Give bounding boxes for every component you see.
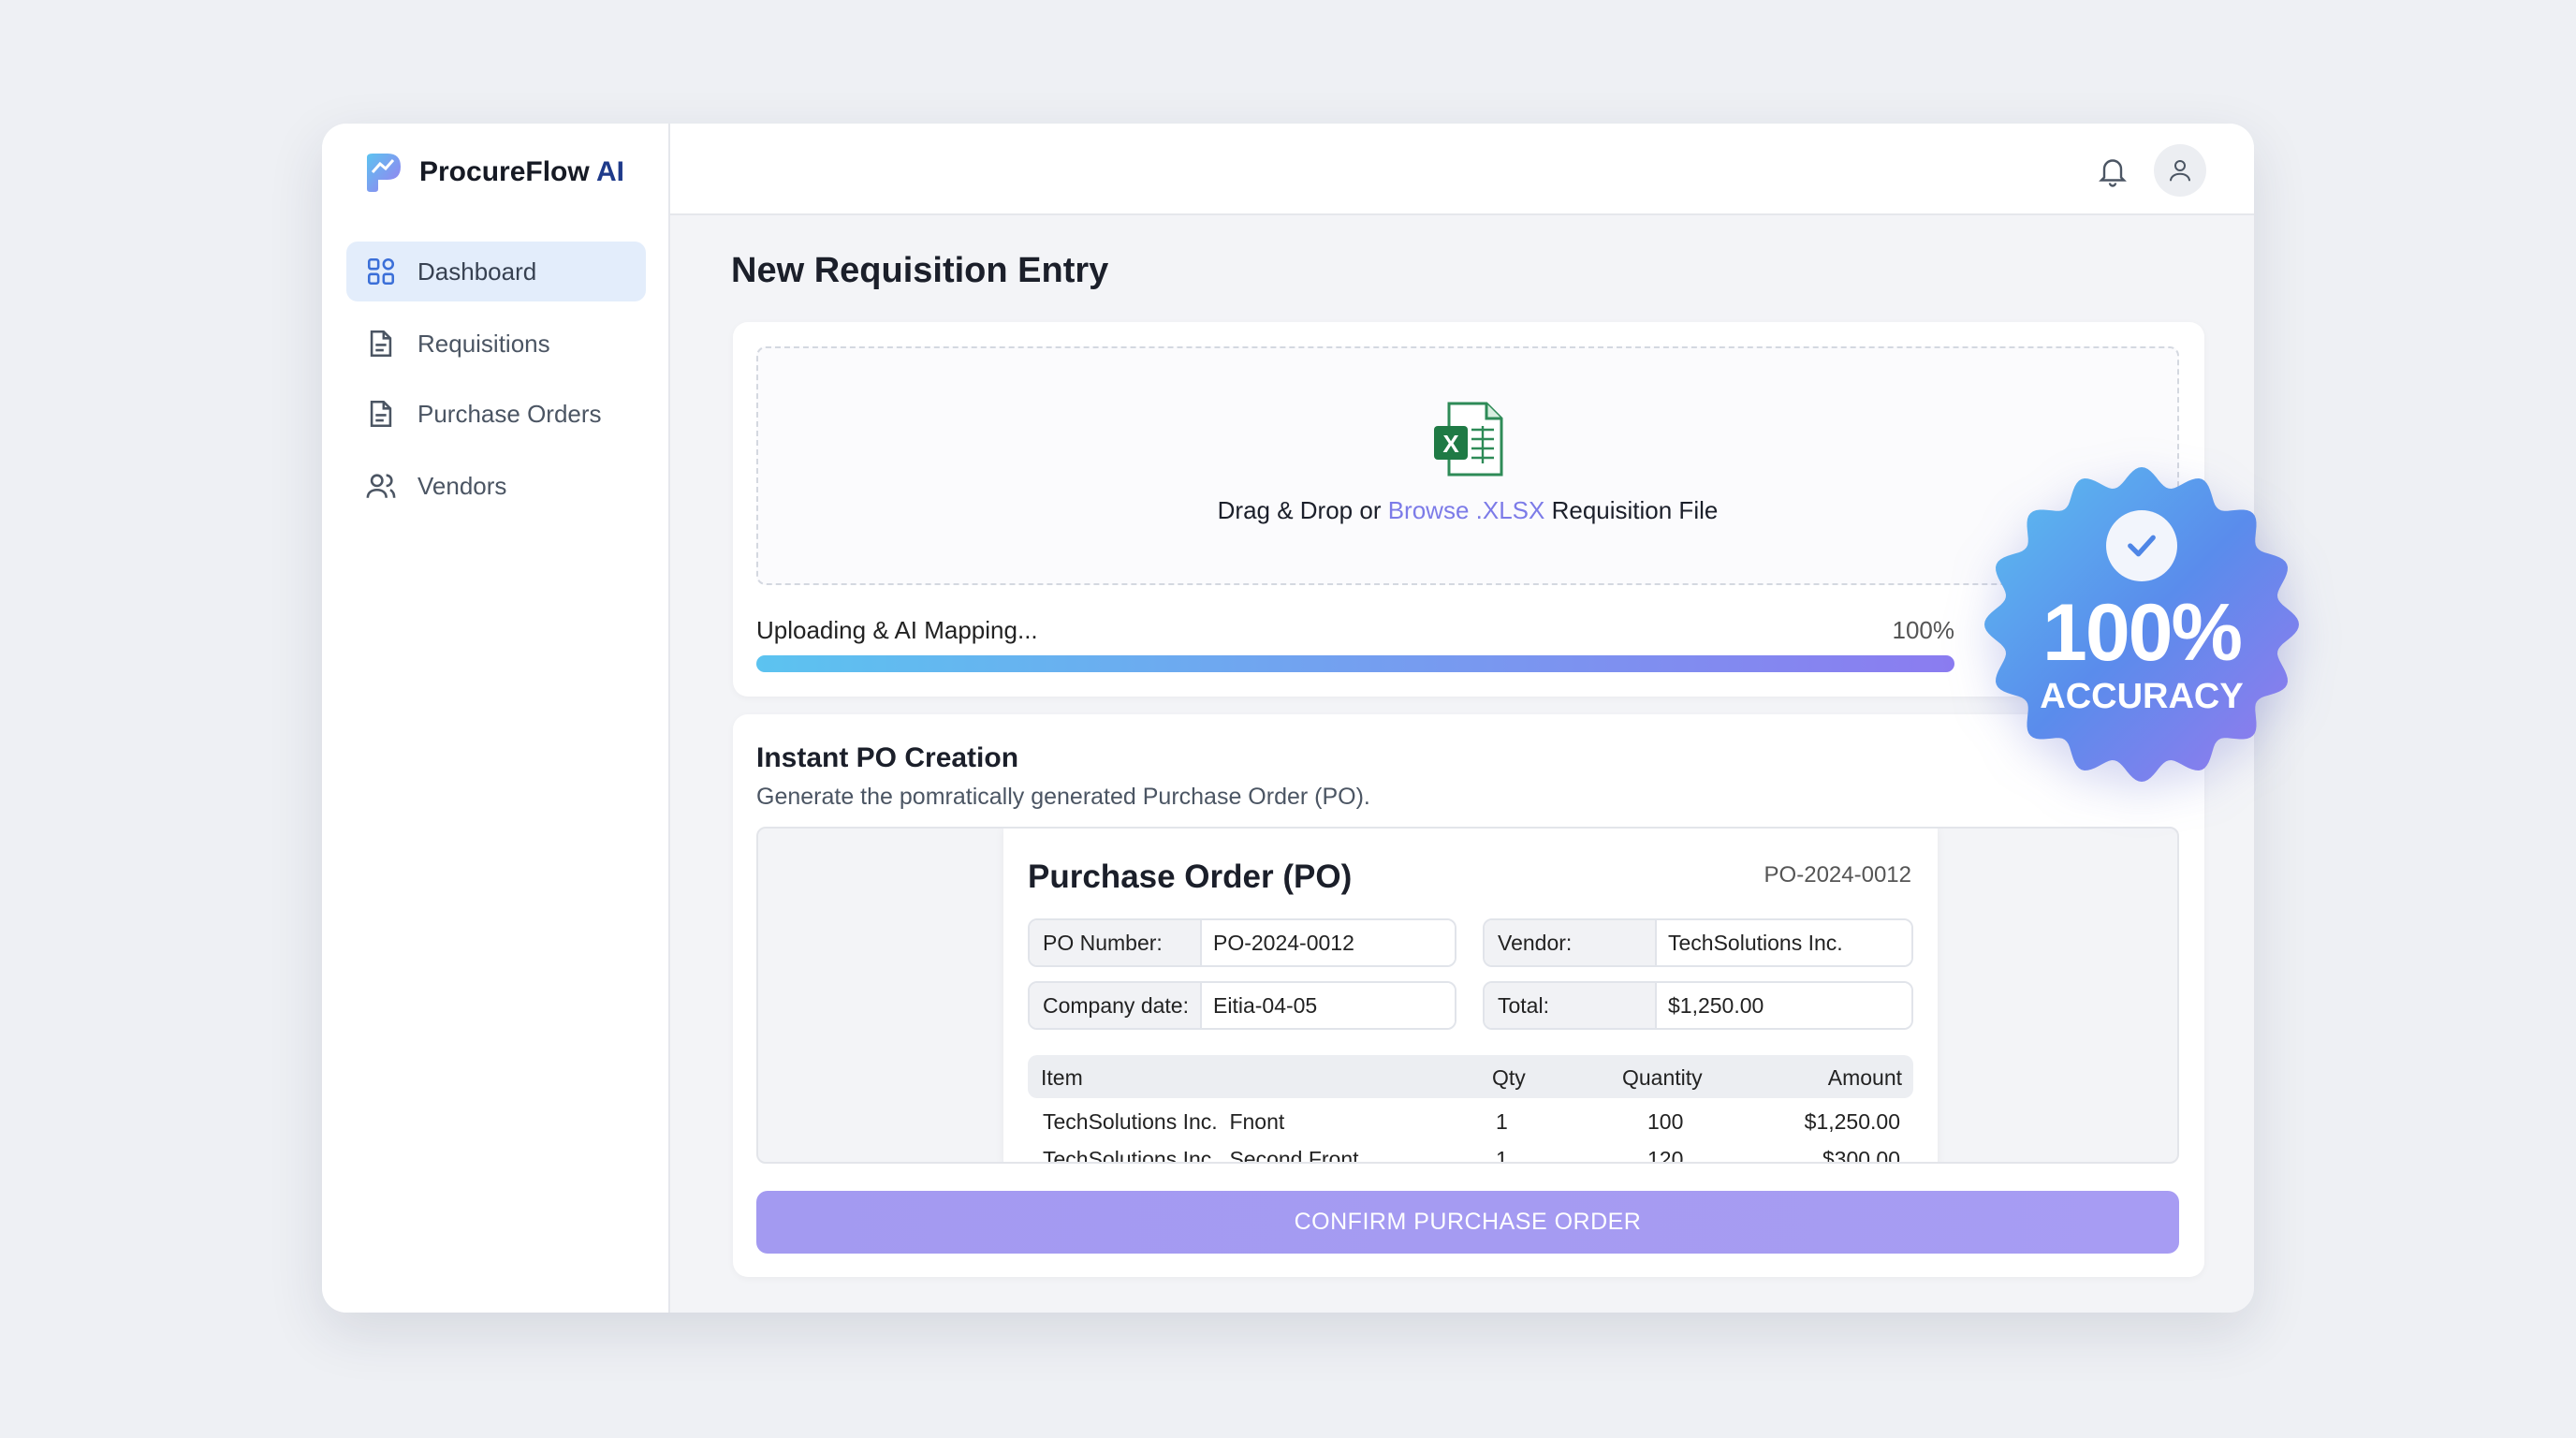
user-avatar[interactable] <box>2154 144 2206 197</box>
column-header: Qty <box>1492 1065 1526 1090</box>
confirm-purchase-order-button[interactable]: CONFIRM PURCHASE ORDER <box>756 1191 2179 1254</box>
document-icon <box>370 400 392 428</box>
sidebar-item-label: Vendors <box>417 471 507 500</box>
column-header: Item <box>1041 1065 1083 1090</box>
badge-seal-shape <box>1984 467 2299 782</box>
cell-qty: 1 <box>1496 1109 1508 1134</box>
browse-link[interactable]: Browse .XLSX <box>1387 496 1545 524</box>
table-row: TechSolutions Inc. Fnont 1 100 $1,250.00 <box>1028 1109 1913 1141</box>
po-preview-frame: Purchase Order (PO) PO-2024-0012 PO Numb… <box>756 827 2179 1164</box>
drop-text: Drag & Drop or <box>1217 496 1388 524</box>
document-icon <box>370 330 392 358</box>
user-icon <box>2170 160 2190 182</box>
table-row: TechSolutions Inc. Second Front 1 120 $3… <box>1028 1147 1913 1164</box>
po-title: Purchase Order (PO) <box>1028 858 1353 895</box>
sidebar-item-label: Requisitions <box>417 329 550 358</box>
bell-icon[interactable] <box>2096 154 2130 187</box>
section-title: Instant PO Creation <box>756 742 1019 773</box>
app-name-suffix: AI <box>595 156 624 187</box>
field-value: Eitia-04-05 <box>1202 983 1455 1028</box>
excel-file-icon: X <box>1434 402 1503 477</box>
dropzone-text: Drag & Drop or Browse .XLSX Requisition … <box>758 496 2177 525</box>
sidebar-item-label: Dashboard <box>417 257 537 286</box>
logo[interactable]: ProcureFlow AI <box>365 152 624 193</box>
field-label: Vendor: <box>1485 920 1657 965</box>
app-name: ProcureFlow <box>419 156 590 187</box>
upload-percent: 100% <box>1892 616 1955 644</box>
badge-label: ACCURACY <box>2040 677 2244 716</box>
field-value: $1,250.00 <box>1657 983 1911 1028</box>
cell-item: TechSolutions Inc. Second Front <box>1043 1147 1359 1164</box>
total-field: Total: $1,250.00 <box>1483 981 1913 1030</box>
cell-amount: $1,250.00 <box>1804 1109 1900 1134</box>
vendor-field: Vendor: TechSolutions Inc. <box>1483 918 1913 967</box>
badge-value: 100% <box>2042 588 2243 678</box>
logo-icon <box>367 154 401 192</box>
check-circle-icon <box>2106 510 2177 581</box>
company-date-field: Company date: Eitia-04-05 <box>1028 981 1456 1030</box>
upload-progress-bar <box>756 655 1954 672</box>
table-header: Item Qty Quantity Amount <box>1028 1055 1913 1098</box>
field-label: PO Number: <box>1030 920 1202 965</box>
po-number-header: PO-2024-0012 <box>1764 862 1911 888</box>
sidebar-item-requisitions[interactable]: Requisitions <box>346 314 646 374</box>
field-label: Company date: <box>1030 983 1202 1028</box>
drop-text-suffix: Requisition File <box>1544 496 1719 524</box>
po-card: Instant PO Creation Generate the pomrati… <box>733 714 2204 1277</box>
po-number-field: PO Number: PO-2024-0012 <box>1028 918 1456 967</box>
file-dropzone[interactable]: X Drag & Drop or Browse .XLSX Requisitio… <box>756 346 2179 585</box>
sidebar-item-dashboard[interactable]: Dashboard <box>346 242 646 301</box>
accuracy-badge: 100% ACCURACY <box>1983 465 2301 784</box>
page-title: New Requisition Entry <box>731 251 1109 290</box>
top-header <box>670 124 2254 215</box>
cell-item: TechSolutions Inc. Fnont <box>1043 1109 1285 1134</box>
sidebar: ProcureFlow AI Dashboard Requisitions Pu… <box>322 124 670 1313</box>
sidebar-item-vendors[interactable]: Vendors <box>346 456 646 516</box>
upload-card: X Drag & Drop or Browse .XLSX Requisitio… <box>733 322 2204 697</box>
field-value: PO-2024-0012 <box>1202 920 1455 965</box>
users-icon <box>366 474 396 498</box>
cell-quantity: 100 <box>1647 1109 1684 1134</box>
cell-amount: $300.00 <box>1822 1147 1900 1164</box>
column-header: Quantity <box>1622 1065 1703 1090</box>
po-document: Purchase Order (PO) PO-2024-0012 PO Numb… <box>1003 829 1938 1164</box>
sidebar-item-label: Purchase Orders <box>417 399 602 428</box>
grid-icon <box>367 257 395 286</box>
column-header: Amount <box>1827 1065 1902 1090</box>
upload-status: Uploading & AI Mapping... <box>756 616 1038 644</box>
sidebar-item-purchase-orders[interactable]: Purchase Orders <box>346 384 646 444</box>
svg-text:X: X <box>1442 430 1459 458</box>
cell-quantity: 120 <box>1647 1147 1684 1164</box>
field-label: Total: <box>1485 983 1657 1028</box>
section-subtitle: Generate the pomratically generated Purc… <box>756 784 1370 810</box>
field-value: TechSolutions Inc. <box>1657 920 1911 965</box>
cell-qty: 1 <box>1496 1147 1508 1164</box>
app-window: ProcureFlow AI Dashboard Requisitions Pu… <box>322 124 2254 1313</box>
